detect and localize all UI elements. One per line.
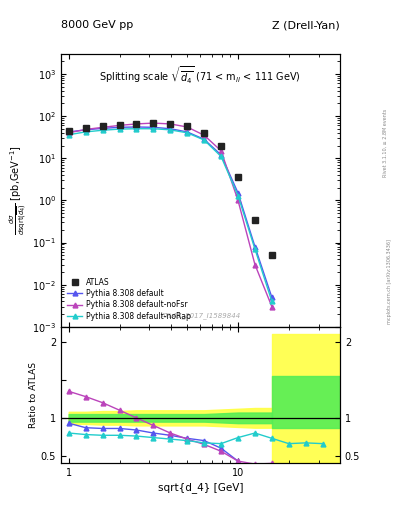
Pythia 8.308 default-noRap <box>202 137 206 143</box>
ATLAS <box>117 122 122 128</box>
Pythia 8.308 default-noRap <box>185 130 189 136</box>
Pythia 8.308 default-noRap <box>253 246 257 252</box>
Pythia 8.308 default-noFsr <box>236 197 241 203</box>
Pythia 8.308 default <box>83 127 88 133</box>
Pythia 8.308 default-noRap <box>236 193 241 199</box>
Pythia 8.308 default-noRap <box>151 125 156 132</box>
Pythia 8.308 default-noRap <box>168 127 173 133</box>
Text: ATLAS_2017_I1589844: ATLAS_2017_I1589844 <box>160 312 241 318</box>
Line: Pythia 8.308 default-noFsr: Pythia 8.308 default-noFsr <box>66 121 274 309</box>
X-axis label: sqrt{d_4} [GeV]: sqrt{d_4} [GeV] <box>158 482 243 493</box>
Text: Rivet 3.1.10, ≥ 2.8M events: Rivet 3.1.10, ≥ 2.8M events <box>383 109 388 178</box>
Pythia 8.308 default-noFsr <box>117 122 122 129</box>
Pythia 8.308 default <box>100 125 105 132</box>
ATLAS <box>236 175 241 181</box>
Y-axis label: Ratio to ATLAS: Ratio to ATLAS <box>29 362 38 428</box>
ATLAS <box>151 120 156 126</box>
Pythia 8.308 default <box>117 124 122 131</box>
Pythia 8.308 default <box>134 124 139 130</box>
Pythia 8.308 default-noRap <box>66 132 71 138</box>
ATLAS <box>202 130 206 136</box>
ATLAS <box>66 127 71 134</box>
Line: Pythia 8.308 default: Pythia 8.308 default <box>66 124 274 300</box>
Pythia 8.308 default-noRap <box>134 125 139 132</box>
Pythia 8.308 default <box>151 124 156 131</box>
Pythia 8.308 default <box>253 244 257 250</box>
Pythia 8.308 default <box>168 125 173 132</box>
Pythia 8.308 default-noRap <box>270 298 274 305</box>
Text: Z (Drell-Yan): Z (Drell-Yan) <box>272 20 340 31</box>
Pythia 8.308 default-noRap <box>219 154 223 160</box>
Pythia 8.308 default-noFsr <box>270 304 274 310</box>
Line: ATLAS: ATLAS <box>66 120 275 259</box>
Text: mcplots.cern.ch [arXiv:1306.3436]: mcplots.cern.ch [arXiv:1306.3436] <box>387 239 392 324</box>
Pythia 8.308 default <box>66 129 71 135</box>
Text: 8000 GeV pp: 8000 GeV pp <box>61 20 133 31</box>
Pythia 8.308 default-noFsr <box>185 124 189 130</box>
Legend: ATLAS, Pythia 8.308 default, Pythia 8.308 default-noFsr, Pythia 8.308 default-no: ATLAS, Pythia 8.308 default, Pythia 8.30… <box>65 275 193 323</box>
Text: Splitting scale $\sqrt{\overline{d_4}}$ (71 < m$_{ll}$ < 111 GeV): Splitting scale $\sqrt{\overline{d_4}}$ … <box>99 65 301 86</box>
Pythia 8.308 default-noFsr <box>83 126 88 133</box>
ATLAS <box>253 217 257 223</box>
Pythia 8.308 default <box>236 190 241 196</box>
Pythia 8.308 default-noRap <box>83 129 88 135</box>
Line: Pythia 8.308 default-noRap: Pythia 8.308 default-noRap <box>66 126 274 304</box>
ATLAS <box>219 142 223 148</box>
Pythia 8.308 default-noFsr <box>100 124 105 131</box>
Pythia 8.308 default-noFsr <box>66 130 71 136</box>
Pythia 8.308 default <box>270 294 274 301</box>
Pythia 8.308 default-noRap <box>100 127 105 133</box>
Pythia 8.308 default-noFsr <box>253 262 257 268</box>
ATLAS <box>134 121 139 127</box>
Pythia 8.308 default <box>185 129 189 135</box>
Pythia 8.308 default-noFsr <box>134 121 139 127</box>
Pythia 8.308 default-noRap <box>117 126 122 132</box>
ATLAS <box>100 123 105 129</box>
ATLAS <box>185 123 189 130</box>
Y-axis label: $\frac{d\sigma}{d\mathrm{sqrt}(\overline{d_4})}$ [pb,GeV$^{-1}$]: $\frac{d\sigma}{d\mathrm{sqrt}(\overline… <box>8 145 29 236</box>
Pythia 8.308 default-noFsr <box>219 147 223 154</box>
Pythia 8.308 default <box>202 136 206 142</box>
ATLAS <box>83 124 88 131</box>
ATLAS <box>168 121 173 127</box>
ATLAS <box>270 252 274 258</box>
Pythia 8.308 default <box>219 152 223 158</box>
Pythia 8.308 default-noFsr <box>151 120 156 126</box>
Pythia 8.308 default-noFsr <box>202 132 206 138</box>
Pythia 8.308 default-noFsr <box>168 121 173 127</box>
